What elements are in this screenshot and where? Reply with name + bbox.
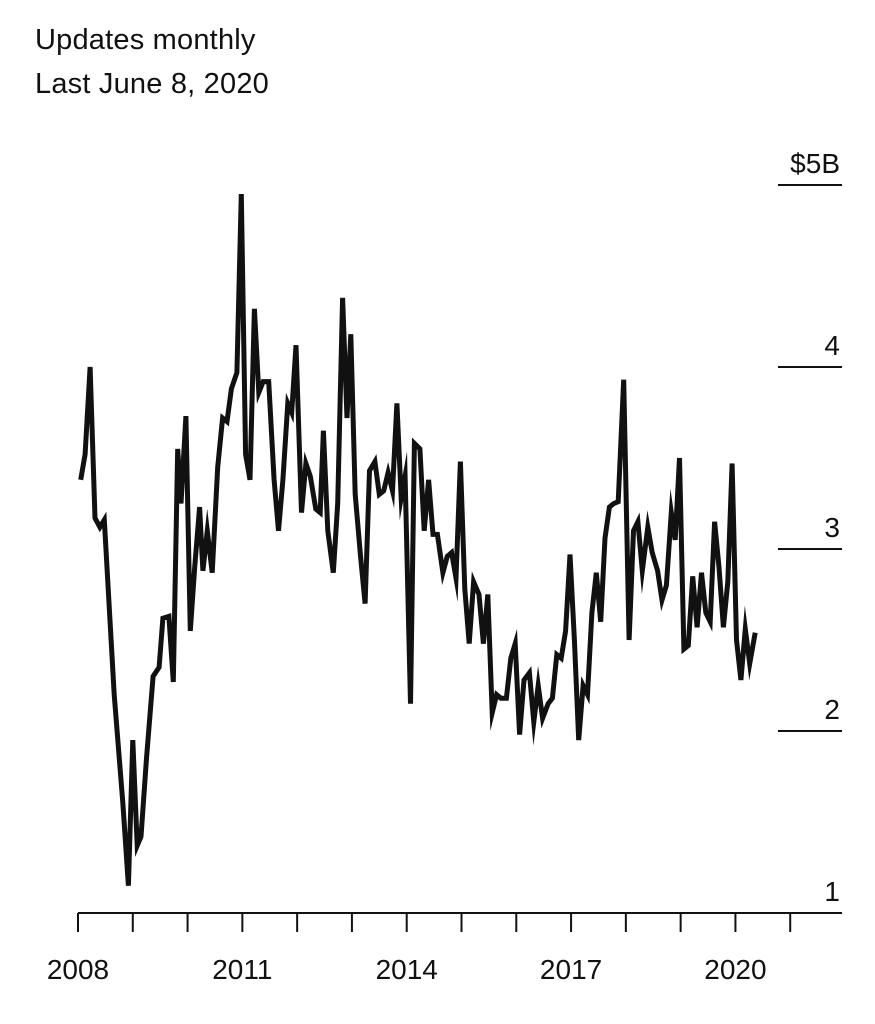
series-line-0 — [78, 194, 758, 886]
y-tick-label-4: 1 — [824, 876, 840, 907]
y-tick-label-3: 2 — [824, 694, 840, 725]
x-tick-label-0: 2008 — [47, 954, 109, 985]
x-tick-label-2: 2014 — [376, 954, 438, 985]
x-tick-label-1: 2011 — [212, 954, 272, 985]
x-tick-label-4: 2020 — [704, 954, 766, 985]
y-axis: $5B 4 3 2 1 — [778, 148, 842, 907]
update-frequency: Updates monthly — [35, 24, 256, 56]
series-group — [78, 194, 758, 886]
chart-header: Updates monthly Last June 8, 2020 — [35, 18, 269, 106]
y-tick-label-1: 4 — [824, 330, 840, 361]
x-axis: 2008 2011 2014 2017 2020 — [47, 912, 842, 985]
x-tick-label-3: 2017 — [540, 954, 602, 985]
y-tick-label-0: $5B — [790, 148, 840, 179]
last-updated: Last June 8, 2020 — [35, 68, 269, 100]
y-tick-label-2: 3 — [824, 512, 840, 543]
